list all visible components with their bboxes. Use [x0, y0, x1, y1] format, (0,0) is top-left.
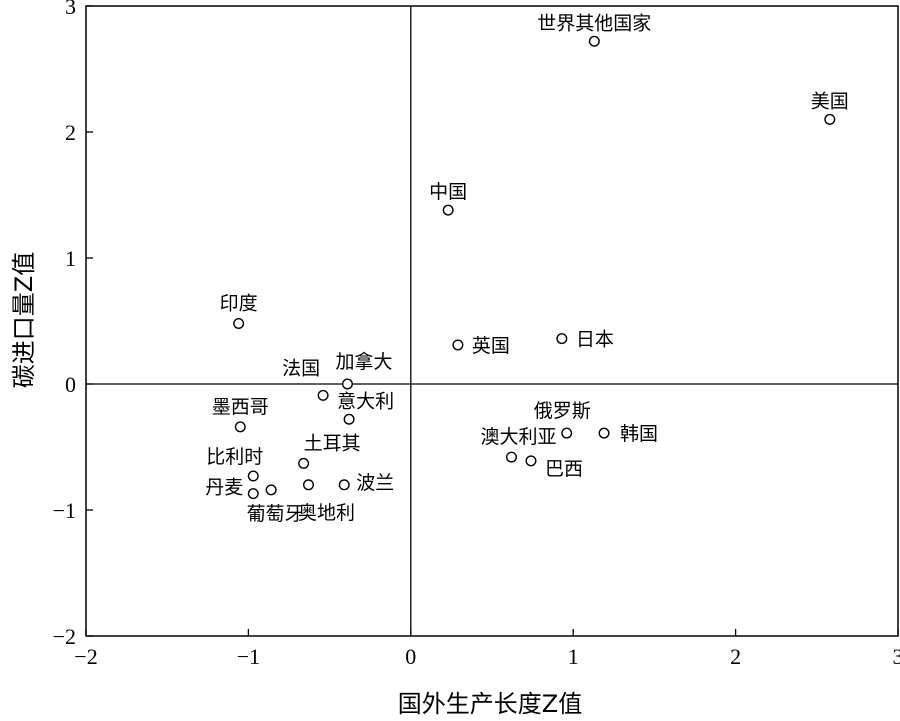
- data-point: [298, 457, 310, 469]
- data-point: [588, 35, 600, 47]
- data-point: [302, 479, 314, 491]
- data-point: [556, 333, 568, 345]
- point-label: 世界其他国家: [537, 12, 651, 34]
- y-tick-label: 1: [65, 246, 76, 271]
- point-label: 土耳其: [304, 432, 361, 454]
- point-label: 意大利: [337, 390, 394, 412]
- data-point: [317, 389, 329, 401]
- point-label: 英国: [472, 335, 510, 357]
- x-tick-label: −2: [74, 644, 97, 669]
- x-tick-label: −1: [237, 644, 260, 669]
- point-label: 澳大利亚: [480, 426, 556, 448]
- point-label: 印度: [220, 293, 258, 315]
- x-tick-label: 0: [405, 644, 416, 669]
- point-label: 巴西: [545, 458, 583, 480]
- x-tick-label: 1: [568, 644, 579, 669]
- data-point: [561, 427, 573, 439]
- data-point: [338, 479, 350, 491]
- point-label: 韩国: [620, 423, 658, 445]
- data-point: [824, 113, 836, 125]
- data-point: [247, 470, 259, 482]
- point-label: 奥地利: [298, 502, 355, 524]
- y-tick-label: 3: [65, 0, 76, 19]
- point-label: 丹麦: [205, 477, 243, 499]
- point-label: 波兰: [356, 472, 394, 494]
- data-point: [247, 488, 259, 500]
- point-label: 法国: [282, 357, 320, 379]
- point-label: 俄罗斯: [534, 400, 591, 422]
- data-point: [452, 339, 464, 351]
- data-point: [265, 484, 277, 496]
- data-point: [234, 421, 246, 433]
- data-point: [343, 413, 355, 425]
- data-point: [598, 427, 610, 439]
- data-point: [525, 455, 537, 467]
- y-tick-label: −2: [53, 624, 76, 649]
- point-label: 中国: [429, 181, 467, 203]
- data-point: [442, 204, 454, 216]
- data-point: [233, 318, 245, 330]
- y-tick-label: 0: [65, 372, 76, 397]
- y-tick-label: −1: [53, 498, 76, 523]
- point-label: 加拿大: [335, 350, 392, 373]
- x-axis-label: 国外生产长度Z值: [398, 690, 582, 718]
- y-tick-label: 2: [65, 120, 76, 145]
- data-point: [505, 451, 517, 463]
- point-label: 比利时: [206, 446, 263, 468]
- point-label: 葡萄牙: [247, 503, 304, 525]
- point-label: 日本: [576, 329, 614, 351]
- plot-frame: [85, 5, 899, 637]
- y-axis-label: 碳进口量Z值: [10, 252, 38, 388]
- data-point: [341, 378, 353, 390]
- point-label: 墨西哥: [212, 396, 269, 418]
- x-tick-label: 3: [893, 644, 900, 669]
- x-tick-label: 2: [730, 644, 741, 669]
- point-label: 美国: [811, 90, 849, 112]
